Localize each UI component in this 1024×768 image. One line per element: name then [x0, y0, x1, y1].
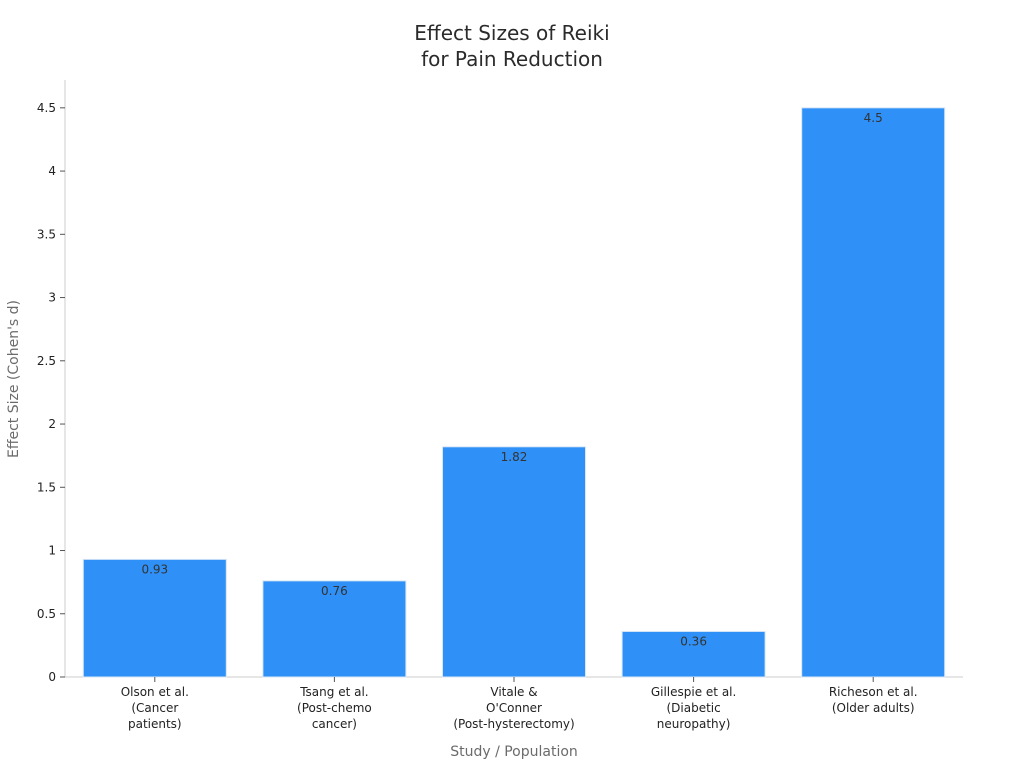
bar-value-label: 4.5	[864, 111, 883, 125]
x-axis-title: Study / Population	[450, 744, 578, 760]
y-tick-label: 2.5	[37, 354, 56, 368]
chart-title-line-2: for Pain Reduction	[421, 47, 603, 71]
bar-value-label: 0.76	[321, 584, 348, 598]
x-tick-label: O'Conner	[486, 701, 542, 715]
y-tick-label: 1.5	[37, 480, 56, 494]
x-tick-label: (Diabetic	[666, 701, 720, 715]
x-tick-label: cancer)	[312, 717, 357, 731]
bar	[621, 630, 766, 678]
bar-value-label: 0.36	[680, 634, 707, 648]
x-tick-label: Richeson et al.	[829, 685, 918, 699]
x-tick-label: (Older adults)	[832, 701, 915, 715]
x-tick-label: Olson et al.	[121, 685, 189, 699]
x-tick-label: (Post-hysterectomy)	[453, 717, 574, 731]
x-tick-label: patients)	[128, 717, 182, 731]
y-tick-label: 4.5	[37, 101, 56, 115]
bar	[801, 107, 946, 678]
x-tick-label: Gillespie et al.	[651, 685, 737, 699]
y-tick-label: 3.5	[37, 227, 56, 241]
bar-value-label: 0.93	[141, 562, 168, 576]
y-tick-label: 2	[48, 417, 56, 431]
bar	[442, 446, 586, 678]
x-tick-label: (Cancer	[131, 701, 178, 715]
bar	[82, 558, 227, 678]
y-axis-title: Effect Size (Cohen's d)	[6, 300, 22, 458]
x-tick-label: neuropathy)	[657, 717, 731, 731]
bar-value-label: 1.82	[501, 450, 528, 464]
x-tick-label: Tsang et al.	[299, 685, 368, 699]
y-tick-label: 4	[48, 164, 56, 178]
y-tick-label: 3	[48, 291, 56, 305]
x-tick-label: Vitale &	[490, 685, 537, 699]
bar	[262, 580, 407, 678]
y-tick-label: 0.5	[37, 607, 56, 621]
y-tick-label: 0	[48, 670, 56, 684]
y-tick-label: 1	[48, 544, 56, 558]
chart-title-line-1: Effect Sizes of Reiki	[414, 21, 609, 45]
x-tick-label: (Post-chemo	[297, 701, 372, 715]
